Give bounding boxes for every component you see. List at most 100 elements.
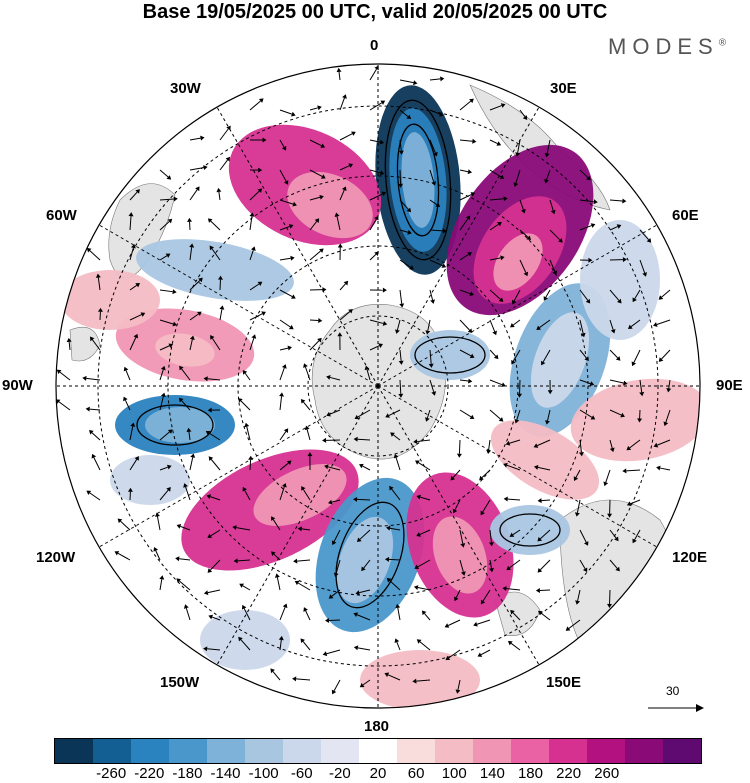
wind-vector-head	[279, 392, 285, 397]
anomaly-region-26	[360, 650, 480, 708]
wind-vector-232	[479, 469, 491, 481]
wind-vector-head	[135, 189, 140, 194]
wind-vector-shaft	[210, 220, 221, 231]
wind-vector-shaft	[279, 289, 293, 298]
anomaly-region-17	[336, 516, 394, 604]
wind-vector-125	[369, 319, 388, 326]
wind-vector-200	[129, 422, 136, 441]
wind-vector-head	[166, 175, 172, 180]
wind-vector-130	[510, 319, 521, 328]
wind-vector-head	[198, 277, 203, 283]
wind-vector-head	[414, 564, 420, 569]
wind-vector-head	[489, 567, 494, 573]
wind-vector-head	[610, 328, 616, 334]
wind-vector-304	[480, 589, 491, 605]
wind-vector-shaft	[489, 289, 501, 300]
wind-vector-shaft	[429, 229, 443, 232]
wind-vector-head	[390, 432, 395, 437]
wind-vector-283	[333, 559, 341, 578]
wind-vector-123	[309, 318, 323, 324]
wind-vector-head	[452, 508, 458, 514]
colorbar-swatch-8	[359, 739, 397, 763]
wind-vector-shaft	[129, 337, 137, 351]
wind-vector-head	[632, 297, 637, 303]
wind-vector-145	[337, 332, 343, 351]
wind-vector-shaft	[579, 409, 593, 418]
wind-vector-199	[89, 430, 101, 441]
wind-vector-shaft	[399, 229, 409, 233]
wind-vector-162	[203, 376, 221, 382]
wind-vector-head	[175, 556, 180, 562]
wind-vector-shaft	[480, 649, 491, 656]
anomaly-region-19	[432, 516, 488, 594]
wind-vector-328	[353, 645, 371, 651]
wind-vector-shaft	[489, 139, 498, 144]
wind-vector-head	[631, 361, 637, 367]
wind-vector-201	[159, 429, 173, 441]
wind-vector-shaft	[512, 349, 521, 362]
lon-label-30w: 30W	[170, 80, 201, 97]
wind-vector-shaft	[243, 608, 251, 621]
wind-vector-shaft	[488, 439, 491, 451]
wind-vector-head	[607, 513, 613, 518]
wind-vector-31	[279, 169, 289, 185]
wind-vector-139	[159, 343, 174, 351]
wind-vector-245	[279, 482, 287, 501]
wind-vector-shaft	[336, 216, 341, 231]
wind-vector-head	[208, 456, 214, 461]
wind-vector-23	[459, 138, 477, 144]
wind-vector-209	[390, 432, 401, 441]
wind-vector-head	[523, 271, 529, 277]
colorbar-swatch-14	[587, 739, 625, 763]
wind-vector-shaft	[459, 218, 469, 231]
wind-vector-185	[279, 392, 285, 411]
wind-vector-65	[309, 218, 320, 231]
wind-vector-head	[281, 145, 287, 151]
wind-vector-head	[514, 418, 520, 424]
wind-vector-shaft	[246, 426, 251, 441]
latitude-circle-0	[307, 315, 449, 457]
wind-vector-shaft	[476, 619, 491, 625]
colorbar-tick-label: 60	[407, 765, 425, 782]
wind-vector-151	[511, 349, 521, 365]
wind-vector-33	[339, 163, 354, 171]
wind-vector-head	[187, 217, 193, 222]
wind-vector-105	[369, 287, 387, 293]
wind-vector-shaft	[207, 648, 221, 651]
wind-vector-head	[642, 272, 647, 277]
wind-vector-shaft	[396, 641, 401, 651]
wind-vector-179	[85, 406, 101, 412]
wind-vector-39	[513, 169, 521, 187]
wind-vector-69	[429, 228, 447, 234]
wind-vector-head	[653, 322, 658, 327]
wind-vector-188	[354, 409, 371, 420]
wind-vector-267	[386, 525, 401, 531]
anomaly-region-15	[253, 464, 347, 526]
wind-vector-head	[488, 542, 494, 547]
map-title: Base 19/05/2025 00 UTC, valid 20/05/2025…	[142, 1, 608, 23]
wind-vector-172	[517, 379, 523, 398]
wind-vector-229	[393, 453, 401, 471]
wind-vector-326	[300, 638, 311, 651]
wind-vector-shaft	[359, 589, 371, 594]
wind-vector-shaft	[211, 248, 221, 261]
wind-vector-272	[537, 529, 551, 542]
wind-vector-19	[339, 131, 356, 141]
wind-vector-223	[208, 456, 221, 471]
wind-vector-shaft	[129, 216, 132, 231]
wind-vector-214	[533, 439, 551, 448]
wind-vector-3	[429, 76, 445, 82]
wind-vector-134	[627, 319, 641, 329]
wind-vector-head	[210, 335, 215, 340]
wind-vector-shaft	[661, 289, 671, 298]
wind-vector-shaft	[185, 607, 191, 621]
wind-vector-head	[281, 482, 287, 488]
wind-vector-187	[326, 409, 341, 417]
wind-vector-shaft	[399, 289, 403, 304]
wind-vector-head	[550, 209, 556, 215]
wind-vector-0	[336, 67, 342, 81]
wind-vector-head	[533, 464, 539, 470]
wind-vector-78	[129, 244, 136, 261]
wind-vector-head	[380, 100, 386, 105]
colorbar-tick-label: 180	[517, 765, 543, 782]
